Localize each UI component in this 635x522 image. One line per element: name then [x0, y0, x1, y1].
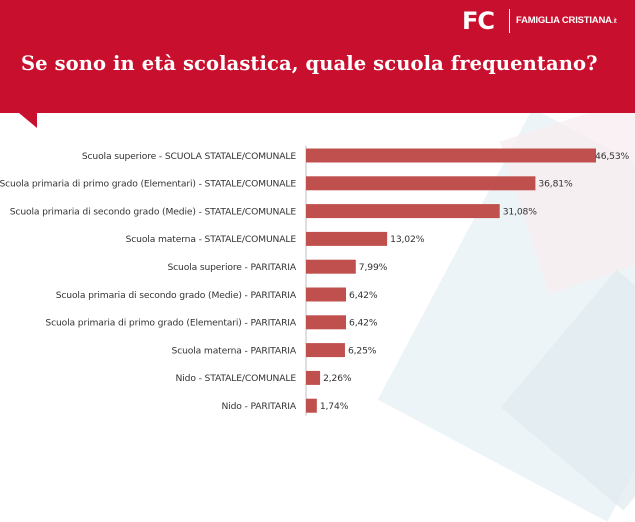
value-label: 6,42%	[349, 290, 378, 301]
category-label: Scuola primaria di secondo grado (Medie)…	[10, 206, 297, 217]
value-label: 2,26%	[323, 373, 352, 384]
bar	[306, 259, 356, 274]
value-label: 6,25%	[348, 345, 377, 356]
logo-name-text: FAMIGLIA CRISTIANA	[516, 15, 612, 26]
chart-title: Se sono in età scolastica, quale scuola …	[21, 52, 598, 75]
bar	[306, 315, 347, 330]
value-label: 46,53%	[595, 151, 630, 162]
bar	[306, 287, 347, 302]
value-label: 1,74%	[320, 401, 349, 412]
bar	[306, 398, 317, 413]
value-label: 13,02%	[390, 234, 425, 245]
bar	[306, 204, 500, 219]
logo-suffix: .it	[611, 18, 617, 25]
bar	[306, 370, 321, 385]
value-label: 7,99%	[359, 262, 388, 273]
value-label: 31,08%	[503, 206, 538, 217]
category-label: Scuola primaria di secondo grado (Medie)…	[56, 290, 297, 301]
logo-divider	[509, 9, 510, 33]
header-notch	[19, 113, 37, 128]
category-label: Scuola materna - PARITARIA	[172, 345, 297, 356]
category-label: Nido - STATALE/COMUNALE	[176, 373, 297, 384]
logo-mark: FC	[462, 7, 495, 35]
header-banner: FC FAMIGLIA CRISTIANA.it Se sono in età …	[0, 0, 635, 113]
category-label: Scuola superiore - PARITARIA	[167, 262, 296, 273]
logo-name: FAMIGLIA CRISTIANA.it	[516, 6, 617, 37]
value-label: 36,81%	[538, 179, 573, 190]
bar	[306, 176, 536, 191]
bar	[306, 231, 388, 246]
category-label: Nido - PARITARIA	[221, 401, 296, 412]
category-label: Scuola primaria di primo grado (Elementa…	[45, 318, 296, 329]
bar-chart: Scuola superiore - SCUOLA STATALE/COMUNA…	[0, 145, 630, 416]
value-label: 6,42%	[349, 318, 378, 329]
category-label: Scuola primaria di primo grado (Elementa…	[0, 179, 296, 190]
bar	[306, 343, 345, 358]
category-label: Scuola superiore - SCUOLA STATALE/COMUNA…	[82, 151, 297, 162]
bar	[306, 148, 596, 163]
category-label: Scuola materna - STATALE/COMUNALE	[126, 234, 297, 245]
